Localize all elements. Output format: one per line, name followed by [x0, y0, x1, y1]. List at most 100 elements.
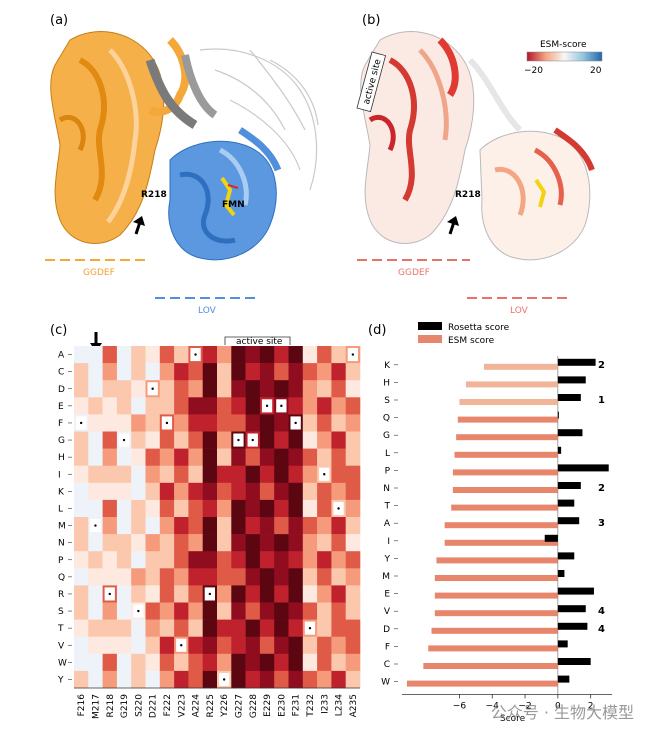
heatmap-cell: [74, 448, 89, 466]
heatmap-cell: [188, 414, 203, 432]
heatmap-cell: [131, 551, 146, 569]
heatmap-cell: [102, 653, 118, 672]
heatmap-cell: [188, 363, 203, 381]
heatmap-cell: [217, 568, 232, 586]
heatmap-cell: [231, 585, 246, 603]
heatmap-col-label: Y226: [220, 694, 230, 718]
heatmap-cell: [345, 482, 361, 501]
heatmap-cell: [131, 585, 146, 603]
heatmap-row-label: K: [58, 487, 65, 497]
heatmap-cell: [259, 585, 275, 603]
heatmap-cell: [231, 551, 246, 569]
heatmap-cell: [288, 499, 304, 518]
heatmap-cell: [116, 568, 132, 586]
heatmap-cell: [202, 465, 218, 484]
lov-domain-structure: [168, 127, 282, 261]
heatmap-cell: [174, 585, 189, 603]
heatmap-cell: [188, 653, 203, 672]
heatmap-cell: [217, 482, 232, 501]
heatmap-cell: [274, 619, 289, 637]
heatmap-cell: [274, 517, 289, 535]
colorbar-min: −20: [524, 66, 543, 76]
heatmap-cell: [131, 448, 146, 466]
heatmap-cell: [259, 602, 275, 620]
heatmap-cell: [174, 363, 189, 381]
heatmap-cell: [131, 636, 146, 655]
heatmap-cell: [174, 414, 189, 432]
heatmap-cell: [288, 653, 304, 672]
heatmap-cell: [116, 397, 132, 415]
wildtype-dot: [137, 609, 140, 613]
heatmap-cell: [74, 551, 89, 569]
heatmap-cell: [245, 636, 261, 655]
heatmap-col-label: E230: [277, 694, 287, 717]
heatmap-cell: [288, 380, 304, 398]
category-label: Q: [383, 414, 390, 424]
heatmap-cell: [74, 482, 89, 501]
heatmap-cell: [202, 380, 218, 398]
heatmap-cell: [317, 534, 332, 552]
heatmap-cell: [345, 619, 361, 637]
heatmap-cell: [145, 568, 161, 586]
heatmap-cell: [331, 653, 346, 672]
heatmap-row-label: G: [58, 436, 65, 446]
heatmap-cell: [317, 670, 332, 689]
wildtype-dot: [180, 644, 183, 647]
heatmap-col-label: A235: [349, 694, 359, 717]
heatmap-cell: [116, 380, 132, 398]
heatmap-cell: [174, 346, 189, 364]
heatmap-cell: [116, 619, 132, 637]
heatmap-cell: [231, 380, 246, 398]
wildtype-dot: [151, 387, 154, 390]
heatmap-cell: [288, 534, 304, 552]
panel-b-label: (b): [362, 13, 380, 28]
heatmap-cell: [331, 346, 346, 364]
heatmap-cell: [188, 465, 203, 484]
heatmap-cell: [288, 517, 304, 535]
heatmap-cell: [317, 636, 332, 655]
heatmap-cell: [74, 346, 89, 364]
lov-label-b: LOV: [510, 306, 529, 316]
esm-bar: [436, 557, 558, 564]
heatmap-cell: [302, 482, 318, 501]
heatmap-cell: [88, 568, 103, 586]
heatmap-col-label: E229: [263, 694, 273, 717]
heatmap-cell: [88, 636, 103, 655]
heatmap-cell: [317, 602, 332, 620]
heatmap-col-label: M217: [91, 694, 101, 719]
heatmap-cell: [217, 602, 232, 620]
heatmap-cell: [145, 670, 161, 689]
rosetta-bar: [557, 517, 580, 525]
heatmap-cell: [74, 465, 89, 484]
heatmap-cell: [345, 585, 361, 603]
heatmap-cell: [231, 670, 246, 689]
heatmap-cell: [88, 448, 103, 466]
heatmap-cell: [217, 431, 232, 449]
heatmap-cell: [231, 653, 246, 672]
rosetta-bar: [557, 658, 591, 665]
category-label: K: [384, 361, 391, 371]
heatmap-cell: [245, 585, 261, 603]
heatmap-cell: [116, 499, 132, 518]
heatmap-col-label: V223: [177, 694, 187, 717]
esm-bar: [465, 381, 558, 388]
heatmap-cell: [217, 414, 232, 432]
x-tick-label: −6: [453, 701, 467, 711]
heatmap-cell: [231, 517, 246, 535]
heatmap-cell: [202, 431, 218, 449]
heatmap-cell: [116, 670, 132, 689]
heatmap-cell: [345, 670, 361, 689]
heatmap-cell: [188, 397, 203, 415]
heatmap-cell: [259, 448, 275, 466]
rosetta-bar: [557, 587, 594, 595]
heatmap-cell: [245, 363, 261, 381]
heatmap-cell: [331, 585, 346, 603]
heatmap-cell: [231, 619, 246, 637]
heatmap-cell: [174, 482, 189, 501]
esm-bar: [431, 627, 558, 634]
heatmap-cell: [231, 499, 246, 518]
heatmap-cell: [174, 465, 189, 484]
heatmap-cell: [274, 499, 289, 518]
heatmap-cell: [131, 670, 146, 689]
